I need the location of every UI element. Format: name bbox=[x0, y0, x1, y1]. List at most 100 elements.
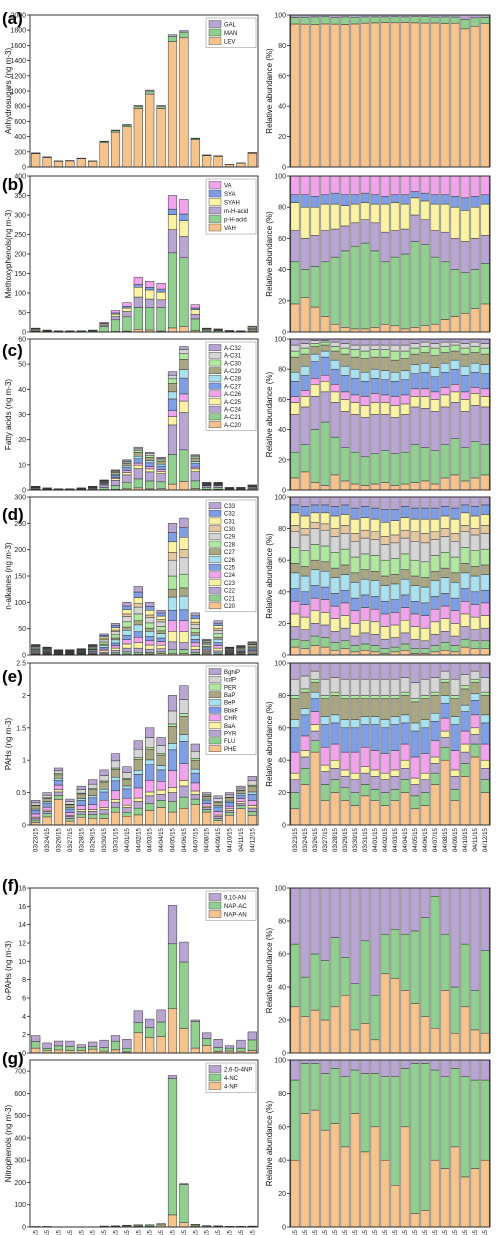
rel-bar-segment bbox=[450, 350, 460, 361]
rel-y-tick-label: 100 bbox=[274, 886, 286, 893]
bar-segment bbox=[110, 319, 121, 332]
bar-segment bbox=[156, 637, 166, 642]
rel-bar-segment bbox=[350, 651, 360, 656]
rel-bar-segment bbox=[320, 504, 330, 514]
legend-swatch bbox=[208, 737, 222, 745]
legend-swatch bbox=[208, 502, 222, 509]
bar-segment bbox=[156, 648, 166, 653]
bar-segment bbox=[167, 631, 178, 643]
rel-bar-segment bbox=[410, 518, 420, 533]
rel-bar-segment bbox=[400, 632, 410, 645]
rel-bar-segment bbox=[400, 792, 410, 826]
bar-segment bbox=[133, 277, 143, 285]
rel-bar-segment bbox=[310, 730, 320, 742]
bar-segment bbox=[179, 393, 189, 402]
bar-segment bbox=[145, 90, 155, 95]
bar-segment bbox=[65, 816, 75, 819]
bar-segment bbox=[167, 1214, 178, 1228]
rel-bar-segment bbox=[460, 512, 470, 526]
rel-bar-segment bbox=[340, 365, 350, 376]
rel-bar-segment bbox=[480, 235, 490, 264]
rel-bar-segment bbox=[420, 662, 430, 680]
rel-bar-segment bbox=[460, 338, 470, 344]
rel-bar-segment bbox=[420, 518, 430, 534]
rel-bar-segment bbox=[360, 22, 370, 168]
rel-bar-segment bbox=[460, 313, 470, 333]
bar-segment bbox=[156, 291, 166, 301]
bar-segment bbox=[179, 941, 189, 963]
rel-bar-segment bbox=[300, 735, 310, 751]
rel-bar-segment bbox=[310, 384, 320, 397]
rel-bar-segment bbox=[380, 727, 390, 754]
rel-bar-segment bbox=[400, 569, 410, 580]
rel-bar-segment bbox=[450, 22, 460, 168]
rel-bar-segment bbox=[380, 344, 390, 350]
rel-bar-segment bbox=[320, 261, 330, 317]
rel-bar-segment bbox=[360, 594, 370, 608]
y-axis-label: Fatty acids (ng m-3) bbox=[4, 379, 13, 450]
y-tick-label: 12 bbox=[18, 941, 26, 948]
legend-label: VAH bbox=[224, 226, 236, 232]
rel-bar-segment bbox=[360, 887, 370, 942]
rel-bar-segment bbox=[450, 776, 460, 790]
bar-segment bbox=[110, 1035, 121, 1042]
rel-bar-segment bbox=[360, 766, 370, 774]
bar-segment bbox=[156, 463, 166, 467]
rel-y-tick-label: 20 bbox=[278, 134, 286, 141]
rel-bar-segment bbox=[440, 261, 450, 320]
rel-bar-segment bbox=[420, 496, 430, 509]
rel-bar-segment bbox=[410, 191, 420, 199]
rel-bar-segment bbox=[390, 769, 400, 777]
bar-segment bbox=[133, 597, 143, 604]
rel-bar-segment bbox=[480, 396, 490, 408]
legend-label: A-C29 bbox=[224, 369, 242, 375]
bar-segment bbox=[65, 801, 75, 805]
rel-bar-segment bbox=[470, 1079, 480, 1169]
x-tick-label: 03/28/15 bbox=[78, 827, 85, 852]
rel-bar-segment bbox=[430, 483, 440, 491]
bar-segment bbox=[145, 648, 155, 653]
legend-label: m-H-acid bbox=[224, 209, 248, 215]
bar-segment bbox=[99, 487, 109, 490]
legend-swatch bbox=[208, 181, 222, 189]
rel-bar-segment bbox=[470, 1029, 480, 1054]
rel-bar-segment bbox=[310, 235, 320, 267]
legend-swatch bbox=[208, 344, 222, 351]
rel-bar-segment bbox=[290, 504, 300, 514]
bar-segment bbox=[179, 780, 189, 787]
bar-segment bbox=[122, 124, 132, 126]
rel-bar-segment bbox=[430, 896, 440, 1029]
rel-bar-segment bbox=[350, 338, 360, 346]
bar-segment bbox=[122, 788, 132, 799]
bar-segment bbox=[65, 1046, 75, 1051]
rel-bar-segment bbox=[360, 784, 370, 797]
legend-swatch bbox=[208, 691, 222, 698]
y-tick-label: 40 bbox=[18, 387, 26, 394]
bar-segment bbox=[110, 1040, 121, 1051]
rel-bar-segment bbox=[480, 525, 490, 534]
bar-segment bbox=[156, 800, 166, 808]
bar-segment bbox=[88, 809, 98, 812]
rel-bar-segment bbox=[380, 379, 390, 396]
legend-label: BghiP bbox=[224, 670, 240, 676]
rel-bar-segment bbox=[290, 194, 300, 203]
rel-bar-segment bbox=[480, 444, 490, 476]
bar-segment bbox=[122, 126, 132, 168]
rel-bar-segment bbox=[420, 507, 430, 520]
rel-bar-segment bbox=[470, 591, 480, 605]
rel-bar-segment bbox=[400, 496, 410, 507]
rel-bar-segment bbox=[320, 1019, 330, 1054]
rel-bar-segment bbox=[420, 648, 430, 654]
rel-bar-segment bbox=[310, 353, 320, 362]
rel-bar-segment bbox=[310, 1059, 320, 1064]
rel-bar-segment bbox=[310, 340, 320, 344]
bar-segment bbox=[247, 800, 257, 806]
rel-bar-segment bbox=[460, 688, 470, 706]
rel-bar-segment bbox=[350, 402, 360, 415]
bar-segment bbox=[76, 785, 86, 790]
bar-segment bbox=[224, 815, 235, 826]
rel-bar-segment bbox=[370, 608, 380, 623]
bar-segment bbox=[88, 1048, 98, 1054]
rel-bar-segment bbox=[440, 759, 450, 826]
rel-bar-segment bbox=[460, 496, 470, 506]
